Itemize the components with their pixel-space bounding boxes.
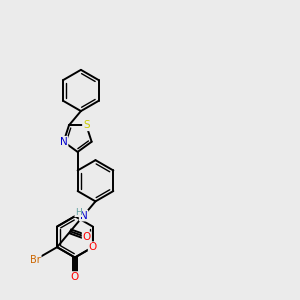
Text: O: O bbox=[71, 272, 79, 282]
Text: N: N bbox=[80, 211, 87, 220]
Text: N: N bbox=[60, 137, 68, 147]
Text: O: O bbox=[83, 232, 91, 242]
Text: O: O bbox=[88, 242, 97, 252]
Text: S: S bbox=[83, 120, 90, 130]
Text: Br: Br bbox=[30, 255, 41, 265]
Text: H: H bbox=[75, 208, 82, 217]
